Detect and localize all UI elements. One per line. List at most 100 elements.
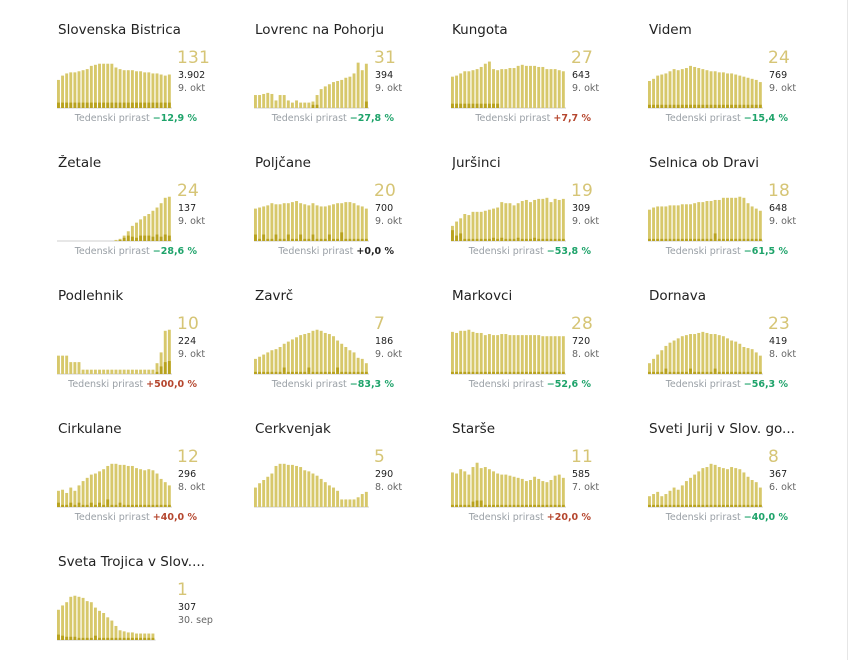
bar bbox=[721, 197, 725, 241]
bar bbox=[85, 369, 89, 374]
bar-recent bbox=[122, 637, 126, 640]
bar bbox=[332, 336, 335, 374]
bar-recent bbox=[512, 238, 516, 241]
last-date: 6. okt bbox=[769, 482, 797, 493]
bar-recent bbox=[652, 238, 656, 241]
municipality-card[interactable]: Videm 24 769 9. okt Tedenski prirast −15,4 % bbox=[648, 20, 828, 140]
bar bbox=[69, 362, 73, 374]
municipality-title: Slovenska Bistrica bbox=[58, 22, 181, 38]
municipality-card[interactable]: Selnica ob Dravi 18 648 9. okt Tedenski prir… bbox=[648, 153, 828, 273]
bar bbox=[561, 477, 565, 507]
total-cases: 643 bbox=[572, 70, 591, 81]
new-cases-value: 12 bbox=[177, 447, 200, 467]
bar bbox=[451, 472, 454, 507]
municipality-card[interactable]: Sveta Trojica v Slov.... 1 307 30. sep bbox=[57, 552, 237, 672]
bar-recent bbox=[726, 371, 729, 374]
bar-recent bbox=[102, 637, 106, 640]
municipality-card[interactable]: Markovci 28 720 8. okt Tedenski prirast −52,6… bbox=[451, 286, 631, 406]
bar bbox=[163, 197, 167, 241]
bar-recent bbox=[471, 371, 475, 374]
weekly-growth: Tedenski prirast −52,6 % bbox=[469, 379, 591, 390]
bar-recent bbox=[721, 238, 725, 241]
bar-recent bbox=[726, 104, 729, 108]
bar bbox=[167, 485, 171, 507]
municipality-card[interactable]: Podlehnik 10 224 9. okt Tedenski prirast +500… bbox=[57, 286, 237, 406]
municipality-card[interactable]: Slovenska Bistrica 131 3.902 9. okt Tedenski… bbox=[57, 20, 237, 140]
municipality-card[interactable]: Poljčane 20 700 9. okt Tedenski prirast +0,0 … bbox=[254, 153, 434, 273]
bar-recent bbox=[143, 504, 147, 507]
municipality-card[interactable]: Žetale 24 137 9. okt Tedenski prirast −28,6 % bbox=[57, 153, 237, 273]
bar-recent bbox=[85, 637, 89, 640]
bar-recent bbox=[561, 238, 565, 241]
bar-recent bbox=[537, 371, 541, 374]
municipality-card[interactable]: Kungota 27 643 9. okt Tedenski prirast +7,7 % bbox=[451, 20, 631, 140]
bar bbox=[151, 633, 155, 640]
total-cases: 296 bbox=[178, 469, 197, 480]
new-cases-value: 20 bbox=[374, 181, 397, 201]
municipality-card[interactable]: Juršinci 19 309 9. okt Tedenski prirast −53,8… bbox=[451, 153, 631, 273]
weekly-growth: Tedenski prirast −12,9 % bbox=[75, 113, 197, 124]
bar bbox=[680, 485, 684, 507]
bar-recent bbox=[295, 238, 298, 241]
new-cases-value: 24 bbox=[768, 48, 791, 68]
bar bbox=[483, 467, 487, 507]
bar bbox=[65, 355, 69, 374]
bar bbox=[730, 73, 734, 108]
bar bbox=[500, 334, 504, 374]
bar-recent bbox=[262, 234, 266, 241]
bar-recent bbox=[500, 504, 504, 507]
bar bbox=[286, 100, 290, 108]
bar-recent bbox=[106, 637, 110, 640]
bar-recent bbox=[299, 371, 303, 374]
bar-recent bbox=[545, 371, 549, 374]
weekly-growth-value: −56,3 % bbox=[743, 379, 788, 390]
bar bbox=[746, 348, 750, 374]
bar-recent bbox=[155, 102, 159, 108]
bar-recent bbox=[364, 371, 368, 374]
right-scrollbar-track[interactable] bbox=[847, 0, 848, 660]
bar bbox=[307, 205, 311, 241]
bar bbox=[459, 73, 463, 108]
bar-recent bbox=[680, 238, 684, 241]
bar bbox=[311, 330, 315, 374]
bar bbox=[721, 468, 725, 507]
last-date: 9. okt bbox=[572, 83, 600, 94]
bar bbox=[680, 204, 684, 241]
bar bbox=[726, 197, 729, 241]
bar-recent bbox=[69, 636, 73, 640]
bar bbox=[311, 203, 315, 241]
bar-recent bbox=[689, 238, 692, 241]
municipality-card[interactable]: Cirkulane 12 296 8. okt Tedenski prirast +40,… bbox=[57, 419, 237, 539]
bar-recent bbox=[496, 371, 500, 374]
bar-recent bbox=[676, 504, 680, 507]
bar bbox=[266, 205, 270, 241]
last-date: 9. okt bbox=[178, 83, 206, 94]
municipality-card[interactable]: Dornava 23 419 8. okt Tedenski prirast −56,3 … bbox=[648, 286, 828, 406]
municipality-card[interactable]: Cerkvenjak 5 290 8. okt bbox=[254, 419, 434, 539]
municipality-card[interactable]: Starše 11 585 7. okt Tedenski prirast +20,0 % bbox=[451, 419, 631, 539]
total-cases: 290 bbox=[375, 469, 394, 480]
bar bbox=[754, 79, 758, 108]
bar-recent bbox=[89, 102, 93, 108]
bar-recent bbox=[167, 102, 171, 108]
sparkline-chart bbox=[254, 62, 369, 109]
bar bbox=[557, 474, 561, 507]
bar bbox=[340, 499, 344, 507]
bar-recent bbox=[327, 234, 331, 241]
municipality-card[interactable]: Lovrenc na Pohorju 31 394 9. okt Tedenski pr… bbox=[254, 20, 434, 140]
bar bbox=[750, 206, 754, 241]
bar-recent bbox=[455, 103, 459, 108]
bar bbox=[459, 218, 463, 241]
bar bbox=[254, 95, 257, 108]
sparkline-chart bbox=[57, 63, 172, 109]
bar-recent bbox=[750, 504, 754, 507]
bar bbox=[455, 221, 459, 241]
bar bbox=[496, 335, 500, 374]
bar bbox=[348, 499, 352, 507]
municipality-card[interactable]: Zavrč 7 186 9. okt Tedenski prirast −83,3 % bbox=[254, 286, 434, 406]
municipality-card[interactable]: Sveti Jurij v Slov. go... 8 367 6. okt Teden… bbox=[648, 419, 828, 539]
bar bbox=[57, 355, 60, 374]
bar bbox=[81, 369, 85, 374]
bar bbox=[451, 331, 454, 374]
bar-recent bbox=[660, 371, 664, 374]
